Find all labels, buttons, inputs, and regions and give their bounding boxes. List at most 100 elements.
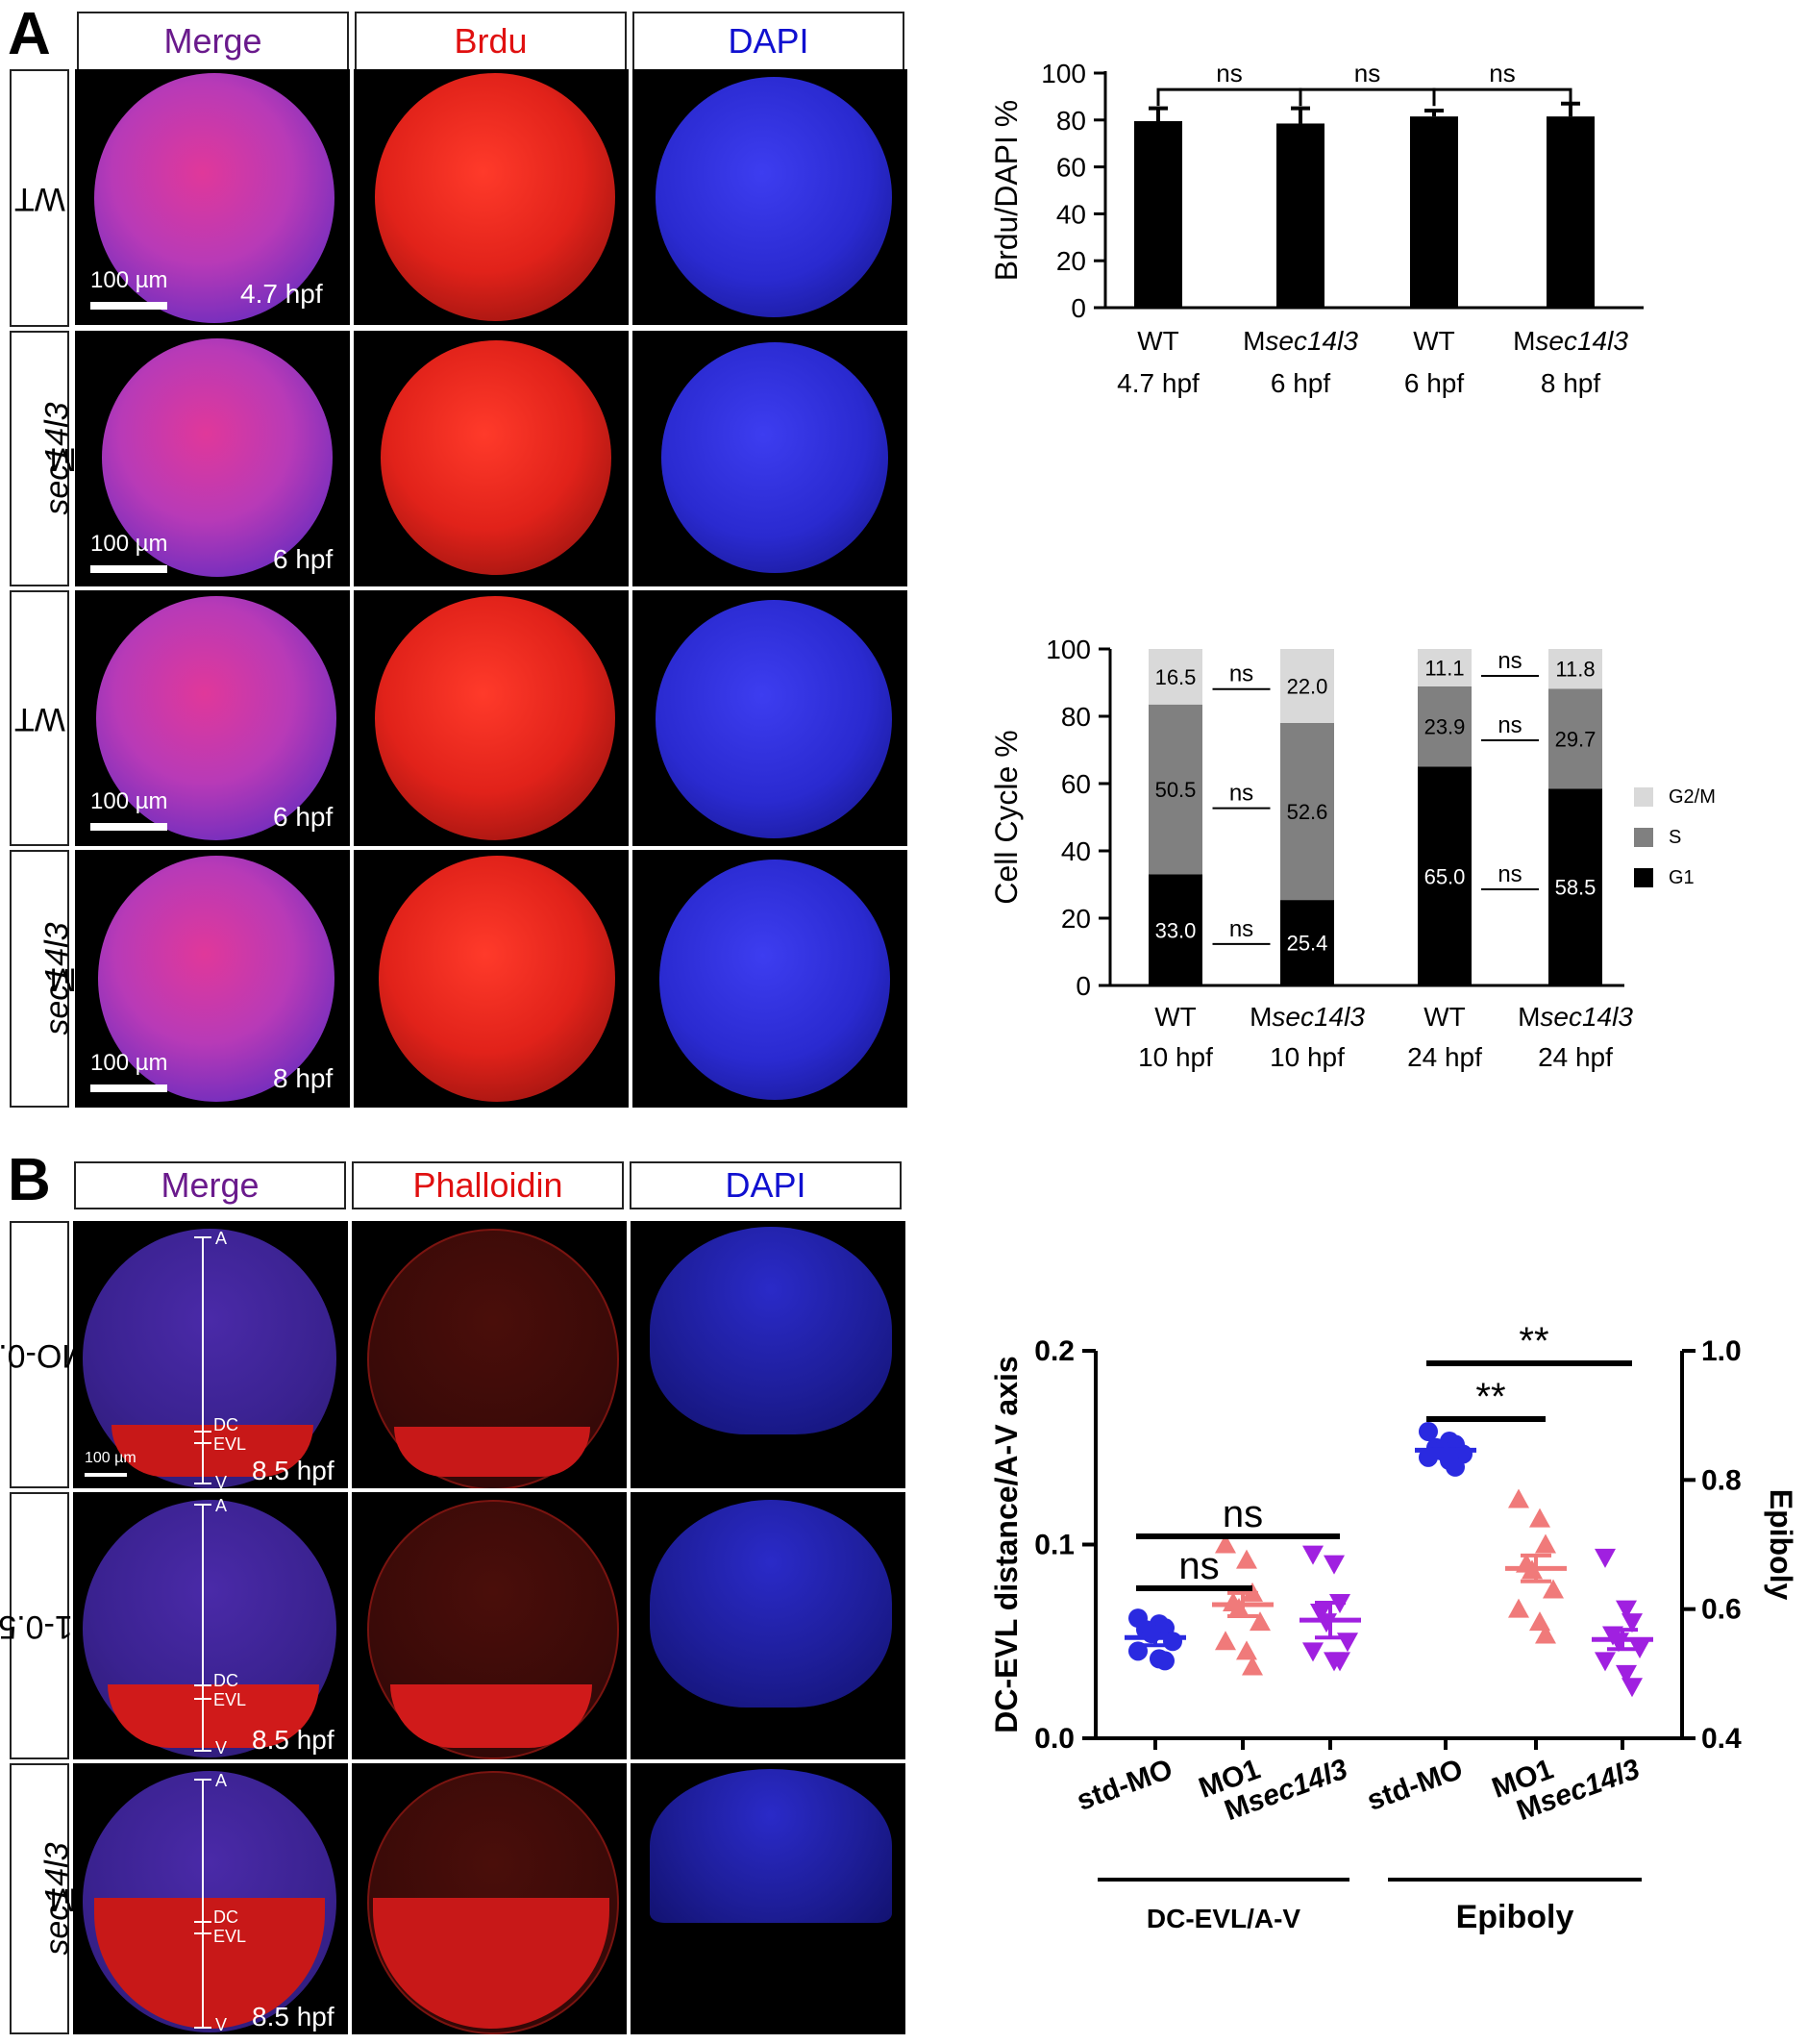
- x-category-label: WT: [1137, 326, 1179, 356]
- tick-evl: [194, 1932, 211, 1934]
- x-category-sublabel: 10 hpf: [1138, 1042, 1213, 1072]
- panel-a-letter: A: [8, 1, 51, 67]
- y-tick-label: 60: [1061, 769, 1091, 799]
- time-label: 6 hpf: [273, 802, 334, 832]
- panel-b-image-merge-row3: A DC EVL V 8.5 hpf: [73, 1763, 348, 2034]
- x-category-label: WT: [1154, 1002, 1197, 1032]
- y-tick-label-right: 1.0: [1701, 1335, 1742, 1367]
- embryo: [656, 600, 892, 838]
- stacked-segment-g1: [1280, 900, 1334, 985]
- segment-value-label: 11.1: [1424, 656, 1464, 680]
- panel-b-letter: B: [8, 1147, 51, 1213]
- segment-value-label: 11.8: [1555, 658, 1595, 682]
- stacked-segment-s: [1280, 723, 1334, 901]
- panel-a-image-dapi-row1: [632, 69, 907, 325]
- y-axis-label: Cell Cycle %: [989, 730, 1024, 904]
- y-tick-label-right: 0.8: [1701, 1464, 1742, 1496]
- panel-a-image-dapi-row3: [632, 590, 907, 846]
- panel-a-image-dapi-row4: [632, 850, 907, 1108]
- data-point: [1621, 1678, 1643, 1698]
- panel-a-image-merge-row1: 100 µm 4.7 hpf: [75, 69, 350, 325]
- y-tick-label: 20: [1056, 246, 1086, 276]
- time-label: 8 hpf: [273, 1063, 334, 1093]
- segment-value-label: 25.4: [1287, 932, 1328, 956]
- panel-a-image-brdu-row4: [354, 850, 629, 1108]
- significance-bracket: [1432, 87, 1572, 107]
- tick-a: [194, 1504, 211, 1506]
- av-axis-line: [202, 1504, 204, 1752]
- av-axis-line: [202, 1779, 204, 2029]
- panel-b-image-dapi-row1: [631, 1221, 905, 1488]
- axis-label-v: V: [215, 1738, 228, 1757]
- panel-a-image-merge-row2: 100 µm 6 hpf: [75, 331, 350, 586]
- margin-band: [108, 1684, 319, 1748]
- header-label: Merge: [163, 21, 262, 61]
- panel-a-image-brdu-row2: [354, 331, 629, 586]
- row-label: MO1-0.5 ng: [0, 1608, 126, 1645]
- label-italic: sec14l3: [1535, 1753, 1644, 1818]
- segment-value-label: 58.5: [1555, 876, 1597, 900]
- label-italic: sec14l3: [1535, 326, 1628, 356]
- y-tick-label: 100: [1041, 59, 1086, 88]
- data-point: [1142, 1624, 1161, 1644]
- panel-b-image-dapi-row2: [631, 1492, 905, 1759]
- y-axis-label: Brdu/DAPI %: [989, 100, 1024, 282]
- time-label: 8.5 hpf: [252, 1725, 334, 1755]
- scale-bar: [90, 823, 167, 831]
- data-point: [1302, 1545, 1324, 1565]
- panel-a-image-merge-row3: 100 µm 6 hpf: [75, 590, 350, 846]
- legend-label: G1: [1669, 867, 1695, 888]
- axis-label-dc: DC: [213, 1907, 238, 1927]
- label-plain: WT: [1154, 1002, 1197, 1032]
- data-point: [1535, 1533, 1556, 1554]
- tick-a: [194, 1236, 211, 1238]
- time-label: 4.7 hpf: [240, 279, 323, 309]
- y-tick-label: 0: [1071, 293, 1086, 323]
- data-point: [1236, 1549, 1257, 1569]
- label-prefix: M: [1250, 1002, 1272, 1032]
- panel-b-image-phalloidin-row2: [352, 1492, 627, 1759]
- y-tick-label-right: 0.6: [1701, 1594, 1742, 1626]
- y-tick-label: 80: [1056, 106, 1086, 136]
- tick-a: [194, 1779, 211, 1781]
- y-axis-label-left: DC-EVL distance/A-V axis: [990, 1356, 1024, 1732]
- panel-b-row-label-1: std-MO-0.5 ng: [0, 1221, 144, 1488]
- data-point: [1508, 1598, 1529, 1618]
- embryo: [379, 856, 615, 1102]
- panel-a-header-brdu: Brdu: [355, 12, 627, 71]
- time-label: 8.5 hpf: [252, 1456, 334, 1485]
- significance-label: **: [1519, 1327, 1548, 1362]
- stacked-segment-g1: [1418, 766, 1472, 985]
- axis-label-a: A: [215, 1771, 228, 1790]
- data-point: [1155, 1651, 1175, 1671]
- segment-value-label: 33.0: [1155, 918, 1197, 942]
- x-category-sublabel: 24 hpf: [1538, 1042, 1613, 1072]
- label-plain: WT: [1137, 326, 1179, 356]
- y-tick-label: 80: [1061, 702, 1091, 732]
- margin-band: [394, 1427, 590, 1477]
- data-point: [1508, 1488, 1529, 1508]
- x-category-label: Msec14l3: [1243, 326, 1358, 356]
- axis-label-v: V: [215, 1473, 228, 1488]
- x-category-label: WT: [1413, 326, 1455, 356]
- embryo: [94, 73, 334, 323]
- cell-cycle-stacked-chart: 0 20 40 60 80 100 Cell Cycle % 33.0 50.5 16.5 WT 10…: [989, 635, 1716, 1072]
- embryo: [381, 340, 611, 575]
- tick-dc: [194, 1431, 211, 1433]
- axis-label-evl: EVL: [213, 1434, 247, 1454]
- x-category-label: std-MO: [1073, 1754, 1176, 1817]
- y-tick-label: 0: [1076, 971, 1091, 1001]
- scale-bar: [85, 1473, 127, 1477]
- y-tick-label-left: 0.2: [1034, 1335, 1075, 1367]
- tick-v: [194, 1750, 211, 1752]
- bar: [1276, 123, 1324, 308]
- embryo: [375, 73, 615, 321]
- embryo: [98, 856, 334, 1102]
- panel-b-image-phalloidin-row3: [352, 1763, 627, 2034]
- data-point: [1595, 1652, 1616, 1672]
- margin-band: [111, 1425, 313, 1477]
- row-label: std-MO-0.5 ng: [0, 1336, 144, 1374]
